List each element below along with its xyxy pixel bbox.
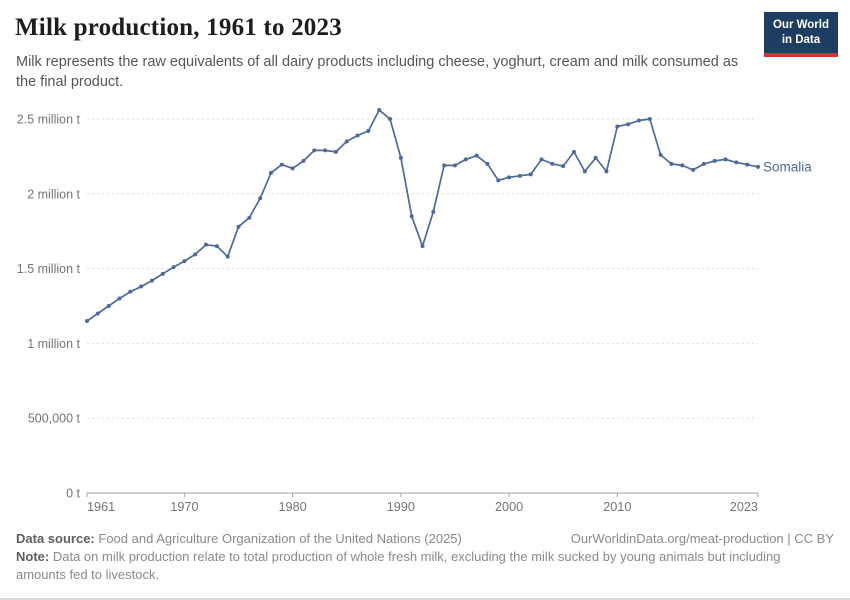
data-point[interactable] [160, 271, 165, 276]
data-point[interactable] [615, 124, 620, 129]
data-point[interactable] [247, 215, 252, 220]
data-point[interactable] [85, 318, 89, 323]
data-point[interactable] [139, 284, 144, 289]
data-point[interactable] [258, 196, 263, 201]
data-point[interactable] [474, 153, 479, 158]
data-point[interactable] [420, 244, 425, 249]
series-label-somalia[interactable]: Somalia [763, 159, 812, 174]
x-tick-label: 1980 [279, 500, 307, 514]
data-point[interactable] [550, 161, 555, 166]
data-point[interactable] [128, 289, 133, 294]
data-point[interactable] [366, 128, 371, 133]
data-point[interactable] [214, 244, 219, 249]
data-point[interactable] [117, 296, 122, 301]
attribution-link[interactable]: OurWorldinData.org/meat-production | CC … [570, 531, 834, 546]
y-tick-label: 2.5 million t [17, 113, 81, 127]
data-point[interactable] [463, 157, 468, 162]
data-source: Data source: Food and Agriculture Organi… [16, 531, 462, 546]
y-tick-label: 1.5 million t [17, 262, 81, 276]
data-point[interactable] [312, 148, 317, 153]
owid-logo-line1: Our World [772, 19, 829, 31]
data-point[interactable] [507, 175, 512, 180]
data-point[interactable] [398, 155, 403, 160]
chart-subtitle: Milk represents the raw equivalents of a… [16, 54, 739, 90]
x-tick-label: 2010 [603, 500, 631, 514]
data-point[interactable] [452, 163, 457, 168]
y-tick-label: 0 t [66, 487, 80, 501]
data-point[interactable] [756, 164, 760, 169]
data-point[interactable] [95, 311, 100, 316]
data-source-text: Food and Agriculture Organization of the… [98, 531, 462, 546]
owid-logo-line2: in Data [781, 33, 821, 46]
data-point[interactable] [149, 278, 154, 283]
data-point[interactable] [377, 108, 382, 113]
data-point[interactable] [669, 161, 674, 166]
data-point[interactable] [734, 160, 739, 165]
data-point[interactable] [279, 162, 284, 167]
chart-note-text: Data on milk production relate to total … [16, 548, 781, 582]
data-point[interactable] [636, 118, 641, 123]
data-point[interactable] [593, 155, 598, 160]
data-point[interactable] [496, 178, 501, 183]
data-point[interactable] [712, 158, 717, 163]
page-title: Milk production, 1961 to 2023 [15, 14, 342, 41]
data-point[interactable] [604, 169, 609, 174]
data-point[interactable] [723, 157, 728, 162]
data-point[interactable] [409, 214, 414, 219]
data-point[interactable] [333, 149, 338, 154]
y-tick-label: 2 million t [27, 187, 80, 201]
data-point[interactable] [680, 163, 685, 168]
data-point[interactable] [745, 162, 750, 167]
chart-note: Note: Data on milk production relate to … [16, 548, 816, 584]
data-point[interactable] [626, 122, 631, 127]
data-point[interactable] [344, 139, 349, 144]
data-point[interactable] [106, 304, 111, 308]
data-point[interactable] [355, 133, 360, 138]
data-point[interactable] [171, 265, 176, 270]
data-point[interactable] [572, 149, 577, 154]
data-point[interactable] [517, 173, 522, 178]
data-point[interactable] [485, 161, 490, 166]
data-point[interactable] [193, 252, 198, 257]
data-point[interactable] [561, 164, 566, 169]
y-tick-label: 1 million t [27, 337, 80, 351]
data-source-label: Data source: [16, 531, 95, 546]
data-point[interactable] [204, 242, 209, 247]
x-tick-label: 1970 [170, 500, 198, 514]
y-tick-label: 500,000 t [28, 412, 81, 426]
x-tick-label: 1990 [387, 500, 415, 514]
x-tick-label: 1961 [87, 500, 115, 514]
data-point[interactable] [236, 224, 241, 229]
chart-note-label: Note: [16, 548, 50, 564]
data-point[interactable] [268, 170, 273, 175]
data-point[interactable] [290, 166, 295, 171]
x-tick-label: 2000 [495, 500, 523, 514]
data-point[interactable] [323, 148, 328, 153]
data-point[interactable] [182, 259, 187, 264]
data-point[interactable] [539, 157, 544, 162]
data-point[interactable] [582, 169, 587, 174]
owid-logo[interactable]: Our World in Data [763, 12, 838, 57]
data-point[interactable] [225, 254, 230, 259]
data-point[interactable] [658, 152, 663, 157]
data-point[interactable] [701, 161, 706, 166]
data-point[interactable] [431, 209, 436, 214]
data-point[interactable] [301, 158, 306, 163]
data-point[interactable] [691, 167, 696, 172]
data-point[interactable] [528, 172, 533, 177]
series-line[interactable] [86, 109, 759, 322]
data-point[interactable] [647, 117, 652, 121]
data-point[interactable] [442, 163, 447, 168]
x-tick-label: 2023 [730, 500, 758, 514]
data-point[interactable] [388, 117, 393, 121]
